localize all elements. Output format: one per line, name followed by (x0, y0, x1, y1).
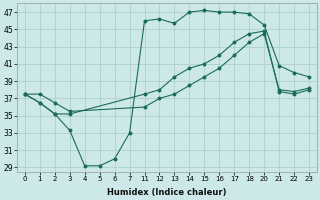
X-axis label: Humidex (Indice chaleur): Humidex (Indice chaleur) (107, 188, 227, 197)
